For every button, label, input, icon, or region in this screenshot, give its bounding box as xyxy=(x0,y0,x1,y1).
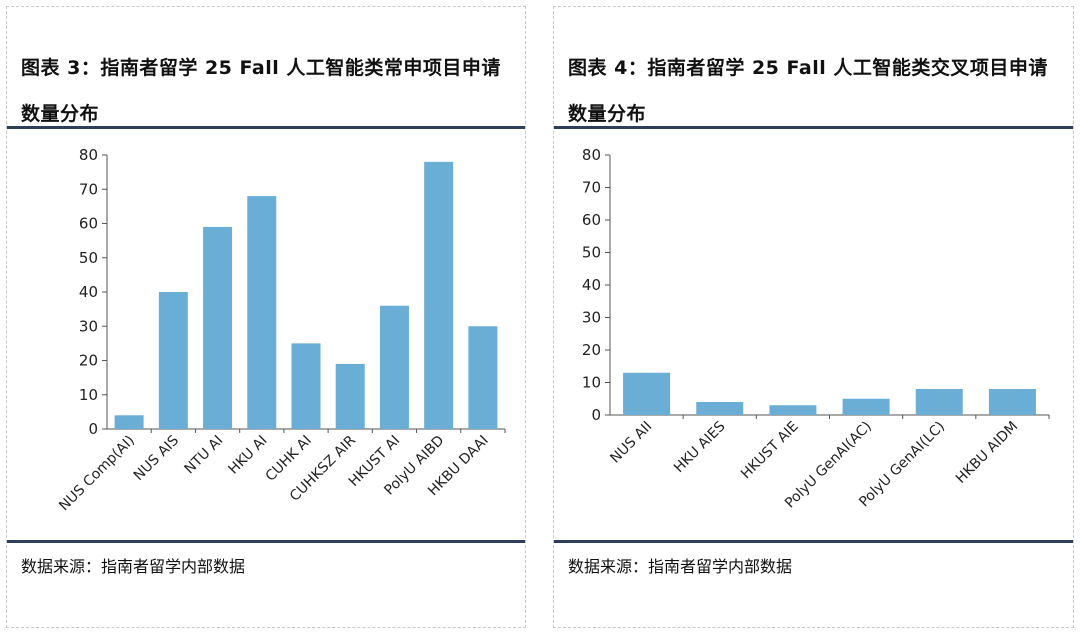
y-tick-label: 50 xyxy=(79,249,98,267)
chart-title: 图表 3：指南者留学 25 Fall 人工智能类常申项目申请数量分布 xyxy=(21,57,501,125)
bar xyxy=(468,326,498,429)
x-tick-label: NUS Comp(AI) xyxy=(56,433,138,515)
source-rule xyxy=(554,540,1073,543)
chart-panel-right: 图表 4：指南者留学 25 Fall 人工智能类交叉项目申请数量分布 0 10 20… xyxy=(553,6,1074,628)
chart-panel-left: 图表 3：指南者留学 25 Fall 人工智能类常申项目申请数量分布 0 10 20… xyxy=(6,6,526,628)
y-tick-label: 20 xyxy=(79,352,98,370)
bar xyxy=(696,402,744,415)
source-rule xyxy=(7,540,525,543)
title-rule xyxy=(554,126,1073,129)
y-tick-label: 80 xyxy=(582,146,601,164)
bar xyxy=(988,389,1036,415)
chart-title: 图表 4：指南者留学 25 Fall 人工智能类交叉项目申请数量分布 xyxy=(568,57,1048,125)
y-tick-label: 40 xyxy=(79,283,98,301)
y-tick-label: 40 xyxy=(582,276,601,294)
x-tick-label: NUS AIS xyxy=(131,432,182,483)
bar xyxy=(424,161,454,429)
x-tick-label: NUS AII xyxy=(607,419,655,467)
bar xyxy=(203,226,233,429)
bar xyxy=(842,398,890,415)
title-rule xyxy=(7,126,525,129)
x-tick-label: HKUST AIE xyxy=(738,419,802,483)
y-tick-label: 0 xyxy=(88,420,98,438)
bar xyxy=(623,372,671,415)
y-tick-label: 50 xyxy=(582,244,601,262)
chart-source: 数据来源：指南者留学内部数据 xyxy=(568,557,793,576)
chart-source: 数据来源：指南者留学内部数据 xyxy=(21,557,246,576)
bar xyxy=(379,305,409,429)
x-tick-label: HKBU AIDM xyxy=(953,419,1021,487)
y-tick-label: 60 xyxy=(79,215,98,233)
bar-chart-right: 0 10 20 30 40 50 60 70 80 NUS AII HKU AIES HKUST AI… xyxy=(582,146,1050,511)
y-tick-label: 70 xyxy=(79,180,98,198)
bar xyxy=(114,415,144,429)
bar xyxy=(247,196,277,429)
x-tick-label: NTU AI xyxy=(182,433,227,478)
y-tick-label: 0 xyxy=(591,406,601,424)
y-tick-label: 30 xyxy=(79,317,98,335)
bar xyxy=(915,389,963,415)
bar xyxy=(769,405,817,415)
x-tick-label: HKU AIES xyxy=(671,418,729,476)
y-tick-label: 60 xyxy=(582,211,601,229)
bar xyxy=(335,363,365,429)
y-tick-label: 70 xyxy=(582,179,601,197)
y-tick-label: 10 xyxy=(582,374,601,392)
bar-chart-left: 0 10 20 30 40 50 60 70 80 NUS Comp(AI)NUS AIS NTU … xyxy=(56,146,506,515)
bar xyxy=(158,292,188,429)
y-tick-label: 10 xyxy=(79,386,98,404)
y-tick-label: 30 xyxy=(582,309,601,327)
y-tick-label: 20 xyxy=(582,341,601,359)
bar xyxy=(291,343,321,429)
y-tick-label: 80 xyxy=(79,146,98,164)
